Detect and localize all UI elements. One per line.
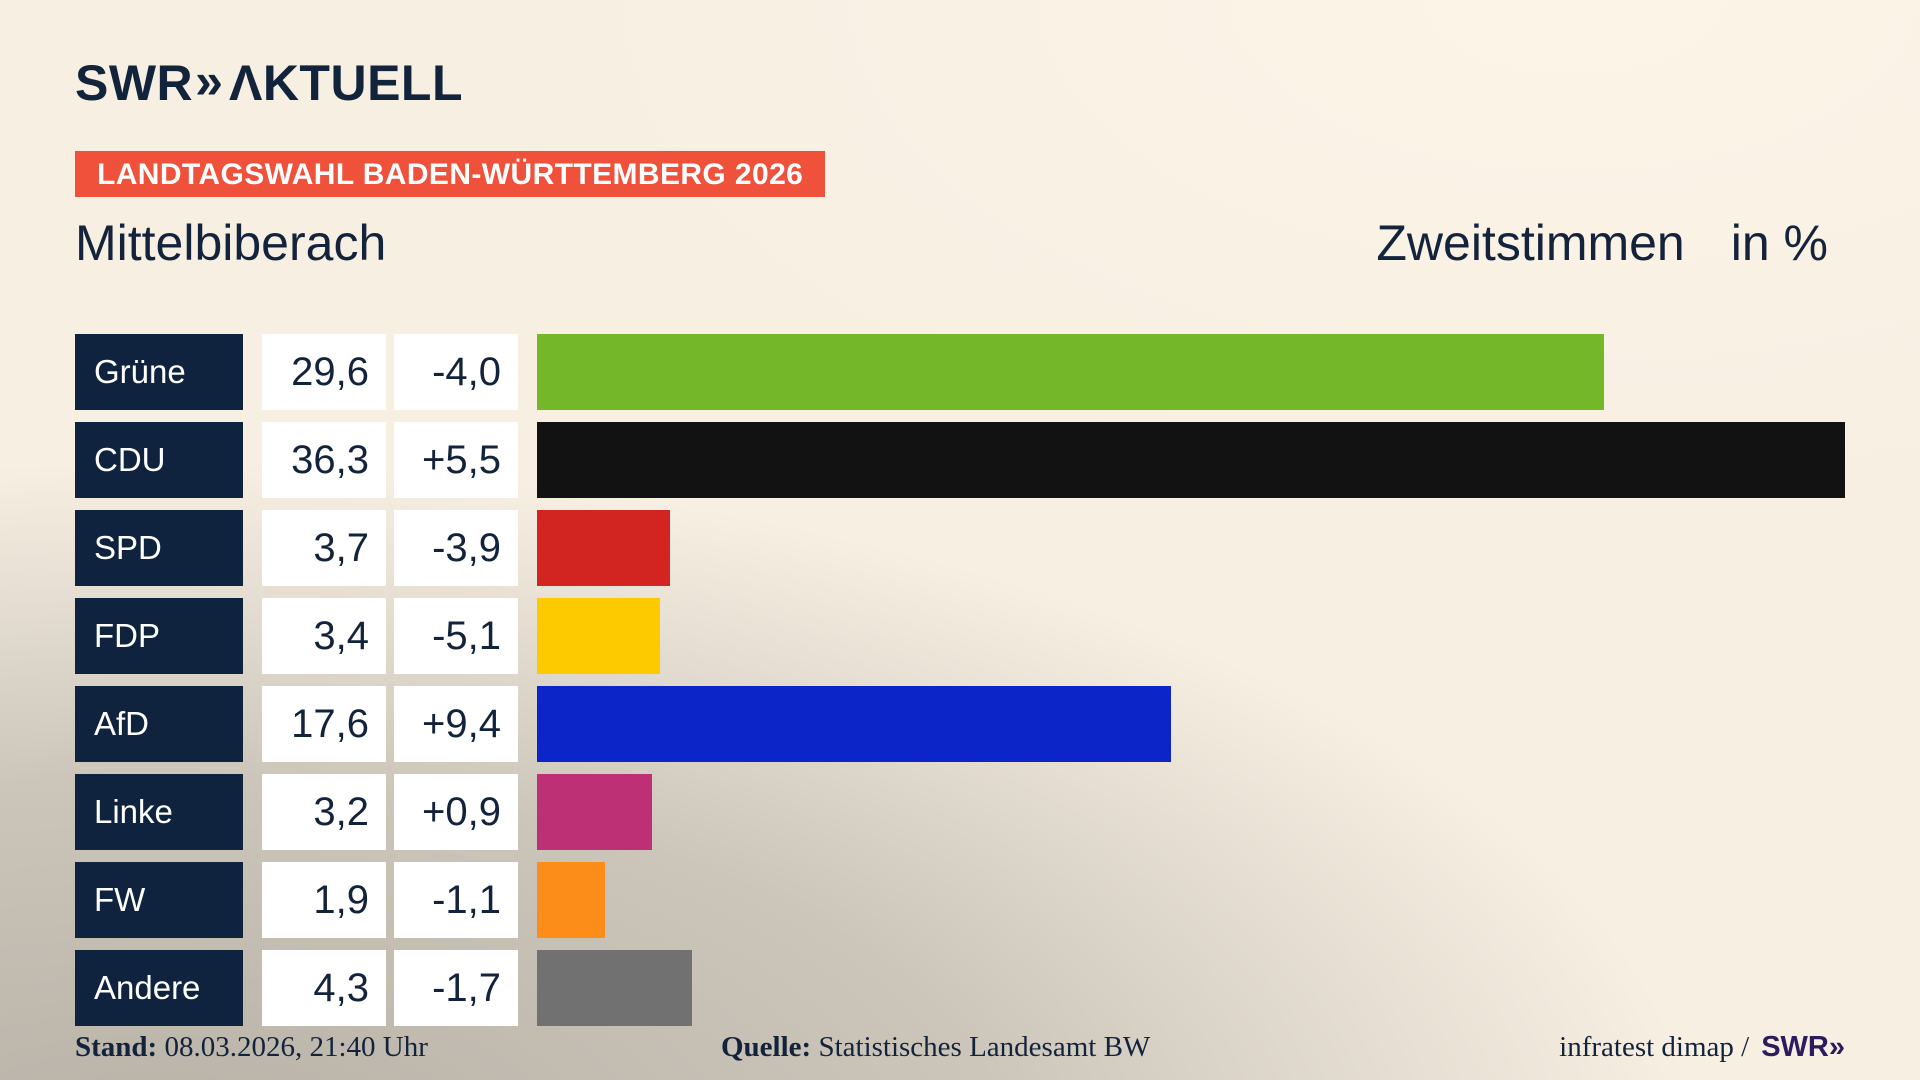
bar-track [537,334,1845,410]
credit-text: infratest dimap / [1559,1031,1750,1063]
source-note: Quelle: Statistisches Landesamt BW [721,1030,1150,1064]
party-row: Andere 4,3 -1,7 [75,950,1845,1026]
party-bar [537,422,1845,498]
party-row: Grüne 29,6 -4,0 [75,334,1845,410]
party-value: 17,6 [262,686,386,762]
vote-type-label: Zweitstimmen [1376,215,1685,271]
party-bar [537,774,653,850]
unit-label: in % [1730,215,1828,271]
party-label: FDP [75,598,243,674]
party-row: AfD 17,6 +9,4 [75,686,1845,762]
party-value: 4,3 [262,950,386,1026]
logo-swr-text: SWR [75,55,194,111]
party-bar [537,862,606,938]
bar-track [537,510,1845,586]
party-label: Grüne [75,334,243,410]
party-row: Linke 3,2 +0,9 [75,774,1845,850]
party-bar [537,950,692,1026]
party-bar [537,686,1172,762]
party-diff: -3,9 [394,510,518,586]
bar-track [537,774,1845,850]
party-label: Linke [75,774,243,850]
party-value: 36,3 [262,422,386,498]
party-diff: -4,0 [394,334,518,410]
party-diff: -1,7 [394,950,518,1026]
municipality-title: Mittelbiberach [75,215,387,271]
party-value: 29,6 [262,334,386,410]
stand-label: Stand: [75,1031,158,1063]
party-label: AfD [75,686,243,762]
party-row: CDU 36,3 +5,5 [75,422,1845,498]
party-value: 1,9 [262,862,386,938]
logo-chevrons-icon: » [195,53,223,109]
results-bar-chart: Grüne 29,6 -4,0 CDU 36,3 +5,5 SPD 3,7 -3… [75,334,1845,1038]
party-diff: +0,9 [394,774,518,850]
party-diff: -1,1 [394,862,518,938]
party-row: SPD 3,7 -3,9 [75,510,1845,586]
party-value: 3,4 [262,598,386,674]
party-label: SPD [75,510,243,586]
credit-note: infratest dimap / SWR» [1559,1030,1845,1064]
stand-timestamp: Stand: 08.03.2026, 21:40 Uhr [75,1030,428,1064]
party-row: FW 1,9 -1,1 [75,862,1845,938]
party-bar [537,598,660,674]
party-value: 3,7 [262,510,386,586]
swr-aktuell-logo: SWR » ΛKTUELL [75,56,463,110]
vote-type-header: Zweitstimmen in % [1376,216,1828,271]
bar-track [537,862,1845,938]
party-bar [537,334,1604,410]
party-value: 3,2 [262,774,386,850]
stand-value: 08.03.2026, 21:40 Uhr [164,1031,428,1063]
party-row: FDP 3,4 -5,1 [75,598,1845,674]
election-banner: LANDTAGSWAHL BADEN-WÜRTTEMBERG 2026 [75,151,826,197]
bar-track [537,686,1845,762]
party-label: FW [75,862,243,938]
party-diff: +5,5 [394,422,518,498]
bar-track [537,950,1845,1026]
party-label: Andere [75,950,243,1026]
source-value: Statistisches Landesamt BW [818,1031,1151,1063]
bar-track [537,422,1845,498]
source-label: Quelle: [721,1031,812,1063]
party-label: CDU [75,422,243,498]
party-diff: -5,1 [394,598,518,674]
party-bar [537,510,671,586]
bar-track [537,598,1845,674]
logo-aktuell-text: ΛKTUELL [228,55,464,111]
swr-logo-small: SWR» [1761,1031,1845,1063]
party-diff: +9,4 [394,686,518,762]
